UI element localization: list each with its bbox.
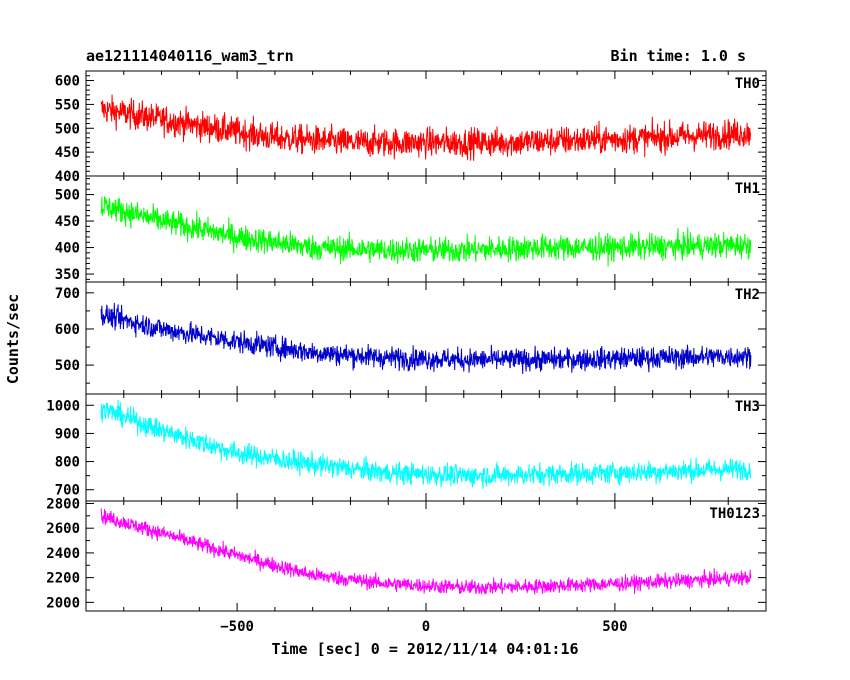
panel-th0123: 2000 2200 2400 2600 2800 TH0123: [46, 496, 767, 612]
panel-label-th1: TH1: [735, 181, 760, 197]
panel-frame: [85, 500, 767, 612]
y-tick-label: 400: [55, 241, 80, 257]
x-tick-label: 500: [602, 619, 627, 635]
y-tick-label: 800: [55, 455, 80, 471]
y-tick-label: 900: [55, 426, 80, 442]
y-tick-label: 350: [55, 267, 80, 283]
x-axis: −500 0 500: [220, 619, 627, 635]
y-tick-label: 500: [55, 188, 80, 204]
bin-time-label: Bin time: 1.0 s: [611, 47, 746, 65]
chart-title: ae121114040116_wam3_trn: [86, 47, 294, 65]
panel-frame: [85, 393, 767, 502]
y-tick-label: 400: [55, 169, 80, 185]
y-tick-label: 2800: [46, 496, 80, 512]
panel-label-th2: TH2: [735, 287, 760, 303]
panel-th0: 400 450 500 550 600 TH0: [55, 70, 767, 185]
y-tick-label: 500: [55, 121, 80, 137]
x-axis-label: Time [sec] 0 = 2012/11/14 04:01:16: [271, 640, 578, 658]
series-line-th0123: [100, 508, 752, 596]
y-tick-label: 500: [55, 358, 80, 374]
y-tick-label: 600: [55, 322, 80, 338]
y-tick-label: 450: [55, 145, 80, 161]
series-line-th3: [100, 399, 752, 489]
y-axis-label: Counts/sec: [4, 294, 22, 384]
panel-th1: 350 400 450 500 TH1: [55, 175, 767, 283]
series-line-th0: [100, 94, 752, 161]
y-tick-label: 1000: [46, 398, 80, 414]
panel-label-th0123: TH0123: [709, 506, 760, 522]
y-tick-label: 700: [55, 286, 80, 302]
x-tick-label: −500: [220, 619, 254, 635]
y-tick-label: 550: [55, 97, 80, 113]
y-tick-label: 2400: [46, 546, 80, 562]
panel-th2: 500 600 700 TH2: [55, 281, 767, 395]
panel-label-th3: TH3: [735, 399, 760, 415]
y-tick-label: 700: [55, 483, 80, 499]
y-tick-label: 2000: [46, 595, 80, 611]
x-tick-label: 0: [422, 619, 430, 635]
series-line-th2: [100, 302, 752, 374]
y-tick-label: 2200: [46, 571, 80, 587]
panels-group: 400 450 500 550 600 TH0 350 400 450 500 TH1 500 600 7…: [46, 70, 767, 612]
y-tick-label: 450: [55, 214, 80, 230]
panel-th3: 700 800 900 1000 TH3: [46, 393, 767, 502]
series-line-th1: [100, 196, 752, 267]
y-tick-label: 2600: [46, 521, 80, 537]
panel-label-th0: TH0: [735, 76, 760, 92]
y-tick-label: 600: [55, 74, 80, 90]
